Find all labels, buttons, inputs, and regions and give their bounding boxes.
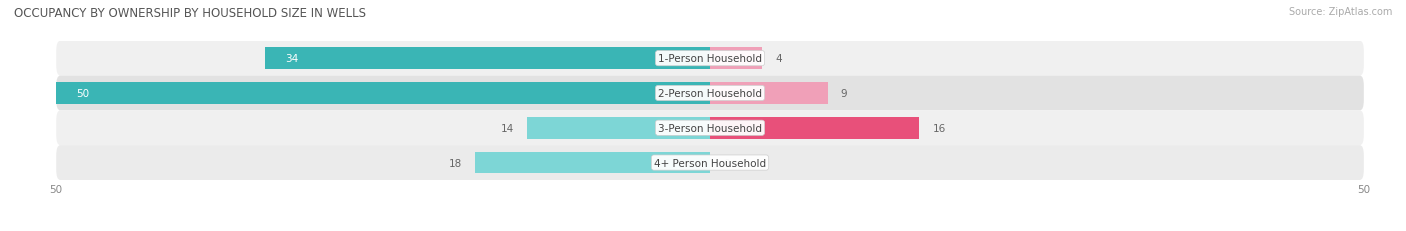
Text: 1-Person Household: 1-Person Household [658,54,762,64]
FancyBboxPatch shape [56,42,1364,76]
Text: 3-Person Household: 3-Person Household [658,123,762,133]
Text: OCCUPANCY BY OWNERSHIP BY HOUSEHOLD SIZE IN WELLS: OCCUPANCY BY OWNERSHIP BY HOUSEHOLD SIZE… [14,7,366,20]
FancyBboxPatch shape [56,111,1364,146]
Legend: Owner-occupied, Renter-occupied: Owner-occupied, Renter-occupied [598,229,823,231]
Text: 14: 14 [501,123,515,133]
Text: 9: 9 [841,88,848,99]
Text: 0: 0 [723,158,730,168]
Bar [266,48,710,70]
Bar [710,83,828,104]
Text: Source: ZipAtlas.com: Source: ZipAtlas.com [1288,7,1392,17]
Text: 2-Person Household: 2-Person Household [658,88,762,99]
Text: 50: 50 [76,88,89,99]
FancyBboxPatch shape [56,146,1364,180]
Bar [56,83,710,104]
Text: 18: 18 [449,158,461,168]
Text: 4: 4 [776,54,782,64]
Text: 34: 34 [285,54,298,64]
Text: 16: 16 [932,123,946,133]
Bar [710,118,920,139]
Bar [527,118,710,139]
FancyBboxPatch shape [56,76,1364,111]
Text: 4+ Person Household: 4+ Person Household [654,158,766,168]
Bar [710,48,762,70]
Bar [475,152,710,174]
